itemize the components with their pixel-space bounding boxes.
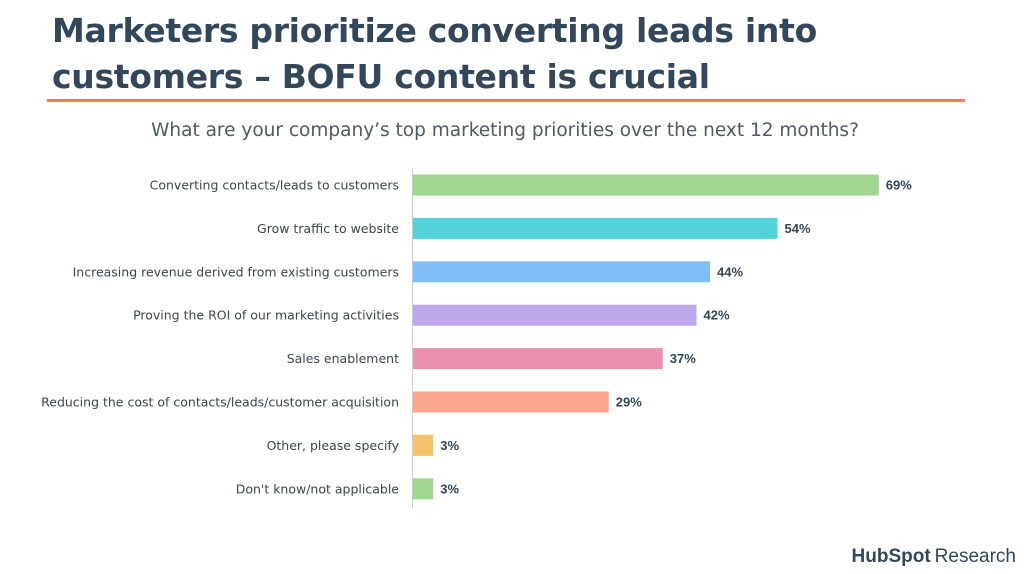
category-label: Grow traffic to website bbox=[257, 221, 399, 236]
category-label: Reducing the cost of contacts/leads/cust… bbox=[41, 395, 399, 410]
bar bbox=[413, 348, 663, 370]
category-label: Don't know/not applicable bbox=[236, 481, 400, 496]
hubspot-research-logo: HubSpot Research bbox=[852, 546, 1016, 568]
brand-suffix: Research bbox=[934, 546, 1016, 567]
bar bbox=[413, 304, 697, 326]
bar bbox=[413, 478, 434, 500]
bar bbox=[413, 261, 710, 283]
category-label: Proving the ROI of our marketing activit… bbox=[133, 308, 399, 323]
data-label: 29% bbox=[616, 395, 642, 410]
bar bbox=[413, 217, 778, 239]
data-label: 37% bbox=[670, 351, 696, 366]
category-label: Converting contacts/leads to customers bbox=[150, 178, 399, 193]
category-label: Other, please specify bbox=[267, 438, 400, 453]
bar bbox=[413, 434, 434, 456]
data-label: 44% bbox=[717, 264, 743, 279]
category-label: Sales enablement bbox=[287, 351, 399, 366]
data-label: 3% bbox=[440, 438, 459, 453]
data-label: 3% bbox=[440, 481, 459, 496]
title-divider bbox=[47, 99, 965, 102]
slide-title: Marketers prioritize converting leads in… bbox=[52, 11, 817, 96]
chart-title: What are your company’s top marketing pr… bbox=[151, 120, 859, 141]
bar bbox=[413, 174, 879, 196]
data-label: 54% bbox=[785, 221, 811, 236]
data-label: 42% bbox=[704, 308, 730, 323]
category-label: Increasing revenue derived from existing… bbox=[73, 264, 399, 279]
bar bbox=[413, 391, 609, 413]
brand-name: HubSpot bbox=[851, 546, 931, 567]
data-label: 69% bbox=[886, 178, 912, 193]
